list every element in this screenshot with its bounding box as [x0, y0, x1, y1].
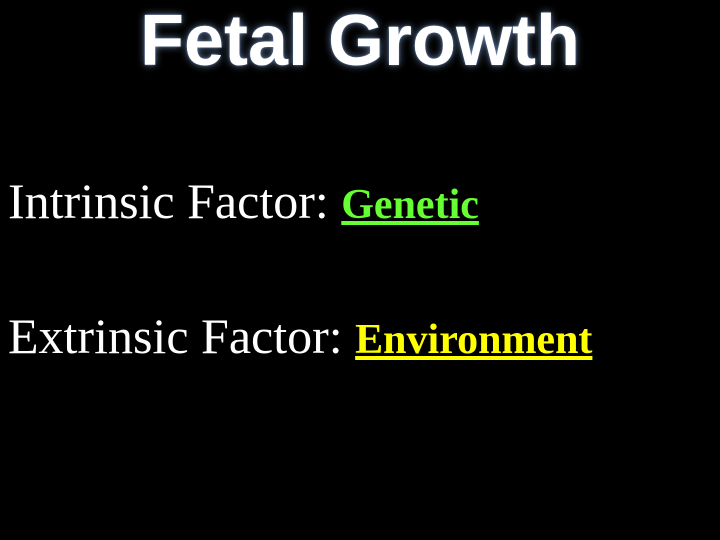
slide: Fetal Growth Intrinsic Factor: Genetic E…: [0, 0, 720, 540]
extrinsic-label: Extrinsic Factor:: [8, 308, 355, 364]
extrinsic-value: Environment: [355, 317, 592, 363]
factor-line-extrinsic: Extrinsic Factor: Environment: [8, 310, 592, 363]
intrinsic-label: Intrinsic Factor:: [8, 173, 341, 229]
factor-line-intrinsic: Intrinsic Factor: Genetic: [8, 175, 479, 228]
slide-title: Fetal Growth: [0, 0, 720, 82]
intrinsic-value: Genetic: [341, 182, 479, 228]
